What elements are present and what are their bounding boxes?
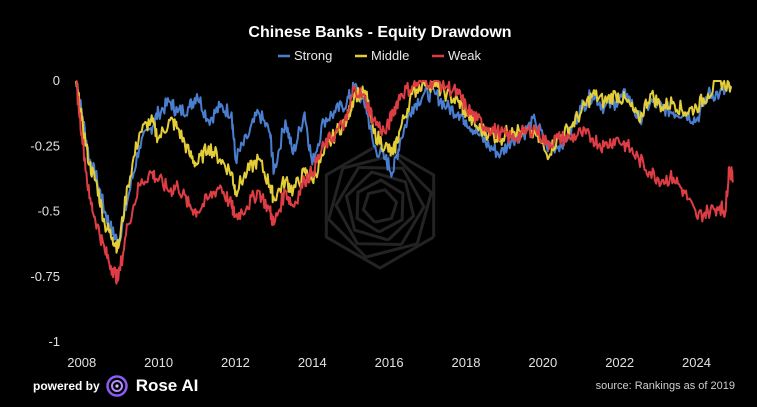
legend-label: Strong — [294, 48, 332, 63]
y-tick-label: -0.5 — [38, 204, 60, 219]
y-axis: 0 -0.25 -0.5 -0.75 -1 — [30, 73, 60, 349]
y-tick-label: -0.75 — [30, 269, 60, 284]
x-tick-label: 2008 — [67, 355, 96, 370]
x-tick-label: 2022 — [605, 355, 634, 370]
brand-name: Rose AI — [135, 376, 199, 395]
legend-label: Weak — [448, 48, 481, 63]
y-tick-label: 0 — [53, 73, 60, 88]
x-tick-label: 2024 — [682, 355, 711, 370]
series-group — [75, 80, 734, 285]
x-tick-label: 2018 — [452, 355, 481, 370]
series-line-middle — [75, 80, 733, 254]
x-tick-label: 2016 — [375, 355, 404, 370]
watermark-logo-icon — [324, 142, 436, 270]
rose-ai-logo-icon — [105, 375, 128, 397]
series-line-strong — [75, 80, 733, 248]
series-line-weak — [75, 80, 734, 285]
x-tick-label: 2012 — [221, 355, 250, 370]
x-tick-label: 2020 — [528, 355, 557, 370]
legend-label: Middle — [371, 48, 409, 63]
chart-title: Chinese Banks - Equity Drawdown — [248, 24, 511, 41]
x-tick-label: 2014 — [298, 355, 327, 370]
powered-by-text: powered by — [33, 379, 100, 393]
y-tick-label: -0.25 — [30, 138, 60, 153]
x-tick-label: 2010 — [144, 355, 173, 370]
source-note: source: Rankings as of 2019 — [595, 380, 735, 392]
legend: Strong Middle Weak — [278, 48, 481, 63]
y-tick-label: -1 — [48, 334, 60, 349]
x-axis: 2008 2010 2012 2014 2016 2018 2020 2022 2024 — [67, 355, 711, 370]
footer-branding: powered by Rose AI — [33, 375, 198, 397]
